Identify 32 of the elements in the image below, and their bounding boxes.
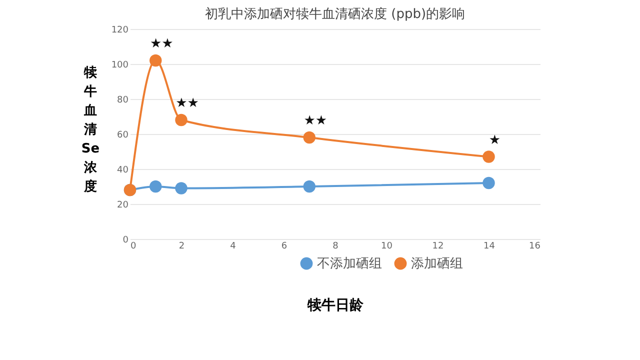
y-tick-label: 60 [117, 130, 129, 140]
y-tick-label: 80 [117, 96, 129, 106]
x-tick-label: 0 [130, 242, 136, 252]
x-tick-label: 10 [381, 242, 393, 252]
x-axis-title: 犊牛日龄 [306, 298, 364, 314]
x-tick-label: 14 [484, 242, 496, 252]
point [175, 182, 188, 194]
point [150, 54, 162, 67]
legend-label: 不添加硒组 [317, 256, 382, 272]
x-tick-label: 16 [529, 242, 541, 252]
annotation: ★ [488, 132, 501, 148]
annotation: ★★ [176, 96, 199, 111]
annotation: ★★ [150, 36, 174, 52]
y-tick-label: 40 [117, 166, 129, 176]
legend-label: 添加硒组 [411, 256, 463, 272]
x-tick-label: 6 [281, 242, 288, 252]
x-tick-label: 4 [230, 242, 236, 252]
x-tick-label: 12 [432, 242, 444, 252]
x-tick-label: 2 [178, 242, 185, 252]
point [482, 176, 495, 190]
y-tick-label: 20 [117, 200, 129, 210]
point [482, 150, 495, 163]
annotation: ★★ [304, 114, 328, 128]
point [303, 131, 316, 144]
y-tick-label: 100 [111, 60, 129, 70]
x-tick-label: 8 [332, 242, 339, 252]
y-tick-label: 120 [111, 26, 129, 36]
y-axis-title: 犊牛血清Se浓度 [81, 66, 100, 194]
point [303, 180, 316, 193]
point [150, 180, 162, 193]
chart-title: 初乳中添加硒对犊牛血清硒浓度 (ppb)的影响 [204, 6, 466, 22]
point [175, 114, 188, 126]
